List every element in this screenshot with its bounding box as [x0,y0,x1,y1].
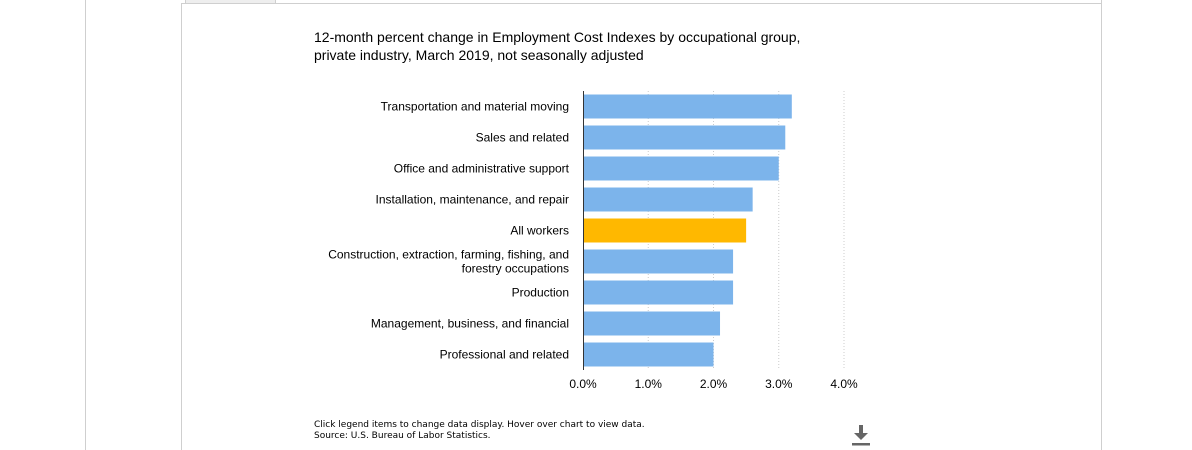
category-label-2: Office and administrative support [394,162,570,176]
category-label-8: Professional and related [440,348,569,362]
chart-title: 12-month percent change in Employment Co… [314,28,874,64]
bar-6[interactable] [583,280,734,305]
category-label-0: Transportation and material moving [381,100,569,114]
bar-0[interactable] [583,94,792,119]
frame-border-left [85,0,86,450]
bar-1[interactable] [583,125,786,150]
footnote-source: Source: U.S. Bureau of Labor Statistics. [314,431,491,441]
download-icon [852,425,870,446]
chart-title-line-2: private industry, March 2019, not season… [314,47,644,63]
download-button[interactable] [849,423,873,447]
x-tick-label-1: 1.0% [635,377,663,391]
category-label-5-0: Construction, extraction, farming, fishi… [328,248,569,262]
bar-7[interactable] [583,311,721,336]
chart-panel [181,3,1101,450]
bar-2[interactable] [583,156,779,181]
frame-border-right [1101,0,1102,450]
bar-4[interactable] [583,218,747,243]
x-tick-label-3: 3.0% [765,377,793,391]
bar-8[interactable] [583,342,714,367]
x-tick-label-4: 4.0% [830,377,858,391]
category-label-5-1: forestry occupations [462,262,569,276]
category-label-6: Production [512,286,569,300]
category-label-7: Management, business, and financial [371,317,569,331]
chart-title-line-1: 12-month percent change in Employment Co… [314,29,801,45]
category-label-1: Sales and related [476,131,569,145]
bar-3[interactable] [583,187,753,212]
footnote-instructions: Click legend items to change data displa… [314,420,645,430]
chart-footnote: Click legend items to change data displa… [314,420,645,442]
bar-5[interactable] [583,249,734,274]
x-tick-label-2: 2.0% [700,377,728,391]
x-tick-label-0: 0.0% [569,377,597,391]
tab-stub[interactable] [185,0,276,4]
category-label-3: Installation, maintenance, and repair [376,193,569,207]
category-label-4: All workers [510,224,569,238]
